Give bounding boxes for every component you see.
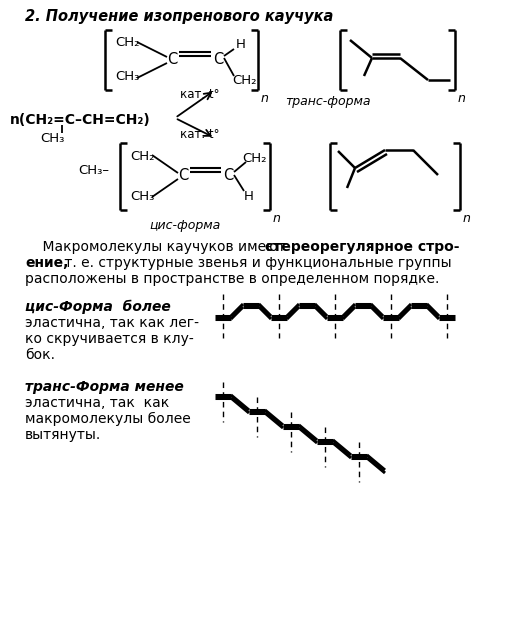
Text: CH₂: CH₂ <box>242 151 266 164</box>
Text: CH₃: CH₃ <box>40 132 64 144</box>
Text: CH₂: CH₂ <box>115 36 139 49</box>
Text: CH₂: CH₂ <box>232 73 256 86</box>
Text: эластична, так  как: эластична, так как <box>25 396 169 410</box>
Text: n: n <box>272 212 280 224</box>
Text: транс-форма: транс-форма <box>285 95 370 109</box>
Text: цис-Форма  более: цис-Форма более <box>25 300 171 314</box>
Text: CH₃: CH₃ <box>115 70 139 84</box>
Text: 2. Получение изопренового каучука: 2. Получение изопренового каучука <box>25 8 333 24</box>
Text: CH₃–: CH₃– <box>78 164 109 178</box>
Text: C: C <box>166 52 177 68</box>
Text: C: C <box>178 169 188 183</box>
Text: стереорегулярное стро-: стереорегулярное стро- <box>265 240 459 254</box>
Text: макромолекулы более: макромолекулы более <box>25 412 190 426</box>
Text: расположены в пространстве в определенном порядке.: расположены в пространстве в определенно… <box>25 272 439 286</box>
Text: ение,: ение, <box>25 256 68 270</box>
Text: H: H <box>236 38 245 52</box>
Text: n: n <box>462 212 470 224</box>
Text: цис-форма: цис-форма <box>149 219 220 231</box>
Text: C: C <box>222 169 233 183</box>
Text: Макромолекулы каучуков имеют: Макромолекулы каучуков имеют <box>25 240 290 254</box>
Text: транс-Форма менее: транс-Форма менее <box>25 380 183 394</box>
Text: вытянуты.: вытянуты. <box>25 428 101 442</box>
Text: n: n <box>457 91 465 105</box>
Text: кат. t°: кат. t° <box>180 88 219 102</box>
Text: кат. t°: кат. t° <box>180 128 219 141</box>
Text: CH₂: CH₂ <box>130 150 154 162</box>
Text: H: H <box>243 190 253 203</box>
Text: n: n <box>261 91 268 105</box>
Text: C: C <box>212 52 223 68</box>
Text: т. е. структурные звенья и функциональные группы: т. е. структурные звенья и функциональны… <box>60 256 451 270</box>
Text: CH₃: CH₃ <box>130 190 154 203</box>
Text: бок.: бок. <box>25 348 55 362</box>
Text: n(CH₂=C–CH=CH₂): n(CH₂=C–CH=CH₂) <box>10 113 151 127</box>
Text: ко скручивается в клу-: ко скручивается в клу- <box>25 332 193 346</box>
Text: эластична, так как лег-: эластична, так как лег- <box>25 316 199 330</box>
